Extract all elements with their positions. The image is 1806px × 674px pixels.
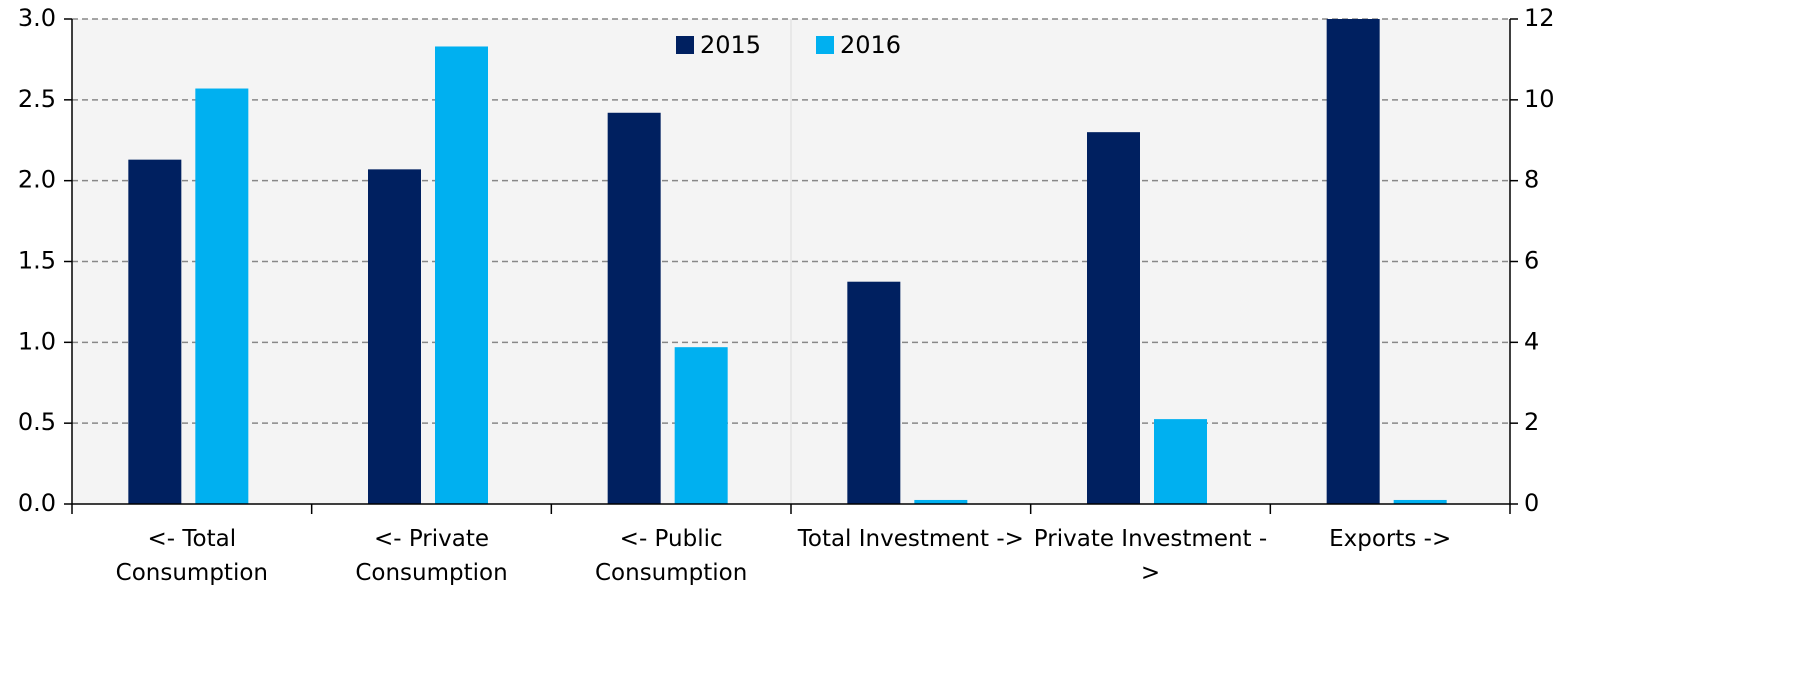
bar (195, 88, 249, 505)
legend-swatch (816, 36, 834, 54)
y-tick-label: 1.0 (18, 327, 56, 355)
y2-tick-label: 6 (1524, 247, 1539, 275)
y2-tick-label: 0 (1524, 489, 1539, 517)
bar (435, 46, 488, 504)
x-tick-label: Exports -> (1329, 526, 1452, 552)
y2-tick-label: 2 (1524, 408, 1539, 436)
y-tick-label: 0.0 (18, 489, 56, 517)
y-tick-label: 0.5 (18, 408, 56, 436)
bar (847, 281, 901, 504)
bar (674, 347, 728, 504)
y2-tick-label: 12 (1524, 4, 1555, 32)
bar (914, 499, 968, 504)
bar (368, 169, 421, 504)
bar (1326, 19, 1380, 504)
y2-tick-label: 10 (1524, 85, 1555, 113)
x-tick-label: Total Investment -> (797, 526, 1024, 552)
legend-label: 2016 (840, 31, 901, 59)
legend-label: 2015 (700, 31, 761, 59)
y2-tick-label: 4 (1524, 327, 1539, 355)
x-tick-label: <- Total Consumption (115, 526, 268, 586)
x-tick-label: <- Private Consumption (355, 526, 508, 586)
bar (1393, 499, 1447, 504)
y2-tick-label: 8 (1524, 166, 1539, 194)
bar (607, 112, 661, 505)
bar (1154, 419, 1207, 504)
y-tick-label: 2.5 (18, 85, 56, 113)
legend-swatch (676, 36, 694, 54)
y-tick-label: 1.5 (18, 247, 56, 275)
bar (1087, 132, 1140, 504)
bar (128, 159, 182, 504)
y-tick-label: 3.0 (18, 4, 56, 32)
x-tick-label: Private Investment -> (1033, 526, 1268, 586)
y-tick-label: 2.0 (18, 166, 56, 194)
x-tick-label: <- Public Consumption (594, 526, 748, 586)
